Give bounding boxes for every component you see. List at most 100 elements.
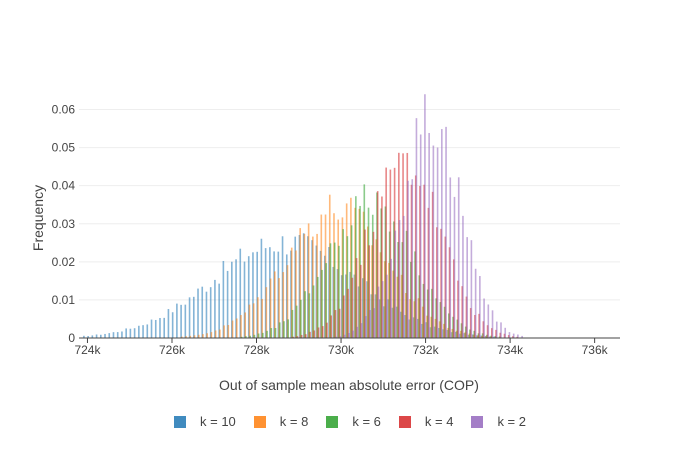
- histogram-bar: [449, 177, 452, 338]
- legend-item[interactable]: k = 2: [471, 414, 526, 429]
- histogram-bar: [307, 223, 310, 338]
- x-tick-label: 736k: [582, 343, 609, 357]
- histogram-bar: [167, 309, 170, 338]
- histogram-bar: [299, 228, 301, 338]
- legend-item[interactable]: k = 6: [326, 414, 381, 429]
- histogram-bar: [104, 333, 106, 338]
- legend-swatch: [471, 415, 484, 428]
- y-tick-label: 0.01: [52, 293, 76, 307]
- histogram-bar: [466, 237, 468, 338]
- y-tick-label: 0.05: [52, 141, 76, 155]
- histogram-bar: [338, 308, 341, 338]
- histogram-bar: [91, 335, 94, 338]
- histogram-bar: [325, 263, 328, 338]
- histogram-bar: [214, 279, 216, 338]
- histogram-bar: [290, 247, 293, 338]
- histogram-bar: [462, 215, 464, 338]
- histogram-bar: [260, 238, 263, 338]
- histogram-bar: [369, 310, 371, 338]
- y-tick-label: 0.06: [52, 103, 76, 117]
- histogram-bar: [223, 325, 225, 338]
- histogram-bar: [95, 334, 98, 338]
- histogram-bar: [364, 316, 367, 338]
- histogram-bar: [453, 196, 456, 338]
- histogram-bar: [347, 288, 349, 338]
- histogram-bar: [87, 336, 89, 338]
- histogram-bar: [121, 331, 123, 338]
- histogram-bar: [342, 229, 344, 338]
- histogram-bar: [142, 325, 144, 338]
- histogram-bar: [487, 304, 490, 338]
- histogram-bar: [364, 229, 366, 338]
- histogram-bar: [474, 268, 477, 338]
- histogram-bar: [504, 327, 507, 338]
- histogram-bar: [508, 332, 511, 338]
- histogram-bar: [235, 259, 237, 338]
- histogram-bar: [394, 230, 397, 338]
- histogram-bar: [261, 298, 263, 338]
- x-tick-label: 730k: [328, 343, 355, 357]
- histogram-bar: [351, 277, 354, 338]
- x-tick-label: 732k: [413, 343, 440, 357]
- legend-label: k = 4: [424, 414, 454, 429]
- histogram-bar: [171, 312, 174, 338]
- histogram-bar: [292, 336, 294, 338]
- histogram-bar: [176, 303, 178, 338]
- y-axis-ticks: 0 0.01 0.02 0.03 0.04 0.05 0.06: [52, 103, 76, 345]
- histogram-bar: [291, 309, 294, 338]
- histogram-bar: [359, 264, 362, 338]
- histogram-bar: [368, 245, 371, 338]
- histogram-bar: [491, 310, 494, 338]
- histogram-bar: [360, 323, 363, 338]
- histogram-bar: [188, 297, 191, 338]
- histogram-bar: [330, 315, 333, 338]
- histogram-bar: [257, 333, 260, 338]
- histogram-bar: [231, 261, 233, 338]
- histogram-bar: [205, 291, 208, 338]
- histogram-bar: [295, 305, 298, 338]
- histogram-bar: [321, 326, 324, 338]
- histogram-bar: [181, 336, 183, 338]
- legend-item[interactable]: k = 4: [398, 414, 454, 429]
- histogram-bar: [348, 333, 350, 338]
- histogram-bar: [495, 321, 498, 338]
- histogram-bar: [108, 333, 111, 338]
- histogram-bar: [133, 328, 136, 338]
- histogram-bar: [352, 330, 354, 338]
- histogram-bar: [441, 129, 443, 338]
- histogram-bar: [470, 240, 473, 338]
- histogram-bar: [373, 308, 375, 338]
- series-k-2: [335, 94, 523, 339]
- legend-label: k = 10: [200, 414, 236, 429]
- histogram-bar: [125, 328, 127, 338]
- histogram-bar: [231, 320, 234, 338]
- y-tick-label: 0.04: [52, 179, 76, 193]
- histogram-bar: [343, 295, 345, 338]
- histogram-bar: [197, 288, 199, 338]
- histogram-bar: [419, 134, 422, 338]
- histogram-bar: [206, 333, 208, 338]
- histogram-bar: [386, 274, 388, 338]
- histogram-bar: [339, 336, 342, 338]
- legend-swatch: [326, 415, 339, 428]
- histogram-bar: [249, 335, 251, 338]
- histogram-bar: [300, 299, 302, 338]
- histogram-bar: [257, 297, 259, 338]
- histogram-bar: [296, 336, 299, 338]
- x-tick-label: 734k: [497, 343, 524, 357]
- histogram-bar: [356, 326, 359, 338]
- histogram-bar: [210, 332, 213, 338]
- histogram-bar: [321, 269, 323, 338]
- histogram-bar: [226, 270, 229, 338]
- legend-item[interactable]: k = 10: [174, 414, 236, 429]
- histogram-bar: [282, 272, 285, 338]
- legend: k = 10 k = 8 k = 6 k = 4 k = 2: [0, 414, 700, 429]
- histogram-bar: [286, 265, 289, 338]
- legend-item[interactable]: k = 8: [253, 414, 308, 429]
- histogram-bar: [355, 258, 358, 338]
- histogram-bar: [252, 303, 255, 338]
- histogram-bar: [245, 336, 247, 338]
- x-axis-title: Out of sample mean absolute error (COP): [219, 377, 479, 393]
- histogram-bar: [252, 252, 254, 338]
- histogram-bar: [381, 281, 384, 338]
